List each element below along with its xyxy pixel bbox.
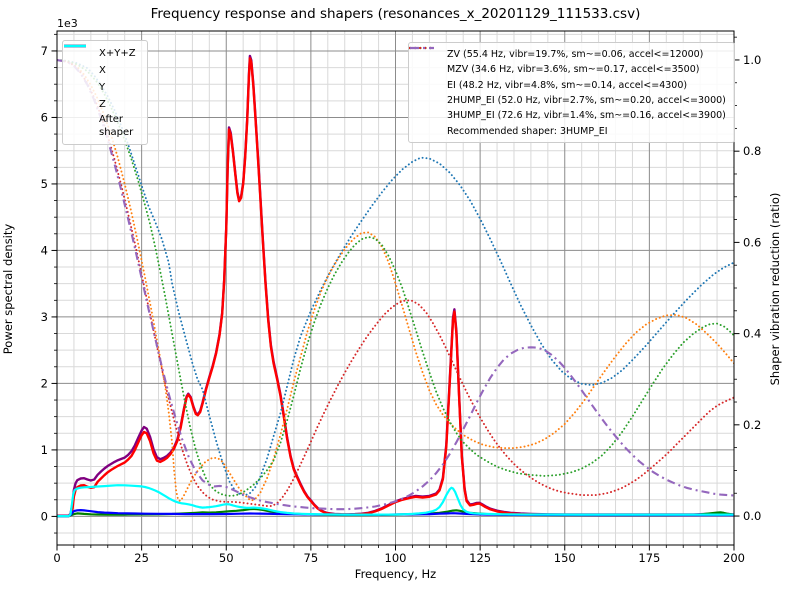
legend-psd: X+Y+Z X Y Z After shaper bbox=[62, 40, 148, 145]
legend-item-x: X bbox=[64, 44, 139, 79]
legend-label: MZV (34.6 Hz, vibr=3.6%, sm~=0.17, accel… bbox=[447, 64, 700, 76]
chart-title: Frequency response and shapers (resonanc… bbox=[150, 6, 641, 22]
x-tick-label: 175 bbox=[638, 551, 660, 565]
x-tick-label: 50 bbox=[219, 551, 234, 565]
legend-item-zv: ZV (55.4 Hz, vibr=19.7%, sm~=0.06, accel… bbox=[409, 46, 726, 62]
legend-shapers: ZV (55.4 Hz, vibr=19.7%, sm~=0.06, accel… bbox=[408, 42, 735, 144]
legend-item-mzv: MZV (34.6 Hz, vibr=3.6%, sm~=0.17, accel… bbox=[409, 46, 726, 77]
series-After shaper bbox=[57, 484, 734, 518]
legend-item-z: Z bbox=[64, 44, 139, 113]
series-2HUMP_EI bbox=[57, 59, 734, 507]
x-tick-label: 150 bbox=[554, 551, 576, 565]
y-right-tick-label: 1.0 bbox=[743, 53, 761, 67]
legend-label: 2HUMP_EI (52.0 Hz, vibr=2.7%, sm~=0.20, … bbox=[447, 94, 726, 106]
legend-label: 3HUMP_EI (72.6 Hz, vibr=1.4%, sm~=0.16, … bbox=[447, 110, 726, 122]
y-left-tick-label: 4 bbox=[41, 243, 48, 257]
series-MZV bbox=[57, 59, 734, 502]
legend-label: ZV (55.4 Hz, vibr=19.7%, sm~=0.06, accel… bbox=[447, 48, 704, 60]
series-X bbox=[57, 57, 734, 518]
legend-label: After shaper bbox=[99, 114, 134, 138]
y-left-tick-label: 3 bbox=[41, 310, 48, 324]
x-tick-label: 25 bbox=[134, 551, 149, 565]
y-left-tick-label: 6 bbox=[41, 110, 48, 124]
y-axis-label-right: Shaper vibration reduction (ratio) bbox=[768, 192, 782, 386]
y-left-tick-label: 2 bbox=[41, 376, 48, 390]
x-tick-label: 75 bbox=[304, 551, 319, 565]
x-tick-label: 200 bbox=[723, 551, 745, 565]
x-tick-label: 100 bbox=[385, 551, 407, 565]
legend-item-3hump_ei: 3HUMP_EI (72.6 Hz, vibr=1.4%, sm~=0.16, … bbox=[410, 46, 726, 124]
legend-label: EI (48.2 Hz, vibr=4.8%, sm~=0.14, accel<… bbox=[447, 79, 688, 91]
y-left-tick-label: 0 bbox=[41, 509, 48, 523]
legend-label: Z bbox=[99, 98, 106, 110]
y-left-tick-label: 1 bbox=[41, 443, 48, 457]
legend-label: Y bbox=[99, 81, 106, 93]
y-right-tick-label: 0.6 bbox=[743, 235, 761, 249]
y-axis-multiplier: 1e3 bbox=[57, 17, 78, 30]
y-right-tick-label: 0.8 bbox=[743, 144, 761, 158]
legend-note: Recommended shaper: 3HUMP_EI bbox=[415, 124, 726, 139]
y-left-tick-label: 5 bbox=[41, 177, 48, 191]
y-right-tick-label: 0.0 bbox=[743, 509, 761, 523]
legend-item-ei: EI (48.2 Hz, vibr=4.8%, sm~=0.14, accel<… bbox=[409, 46, 726, 93]
series-ZV bbox=[57, 59, 734, 497]
legend-note-label: Recommended shaper: 3HUMP_EI bbox=[447, 125, 608, 137]
x-tick-label: 0 bbox=[53, 551, 60, 565]
legend-label: X bbox=[99, 64, 106, 76]
legend-label: X+Y+Z bbox=[99, 47, 136, 59]
series-group bbox=[57, 54, 734, 518]
legend-item-y: Y bbox=[64, 44, 139, 96]
ticks: 0 25 50 75 100 125 150 175 200 0 1 2 3 4 5 6 7 0.0 0.2 0.4 0… bbox=[41, 33, 761, 565]
y-right-tick-label: 0.4 bbox=[743, 327, 761, 341]
legend-item-2hump_ei: 2HUMP_EI (52.0 Hz, vibr=2.7%, sm~=0.20, … bbox=[409, 46, 726, 108]
x-tick-label: 125 bbox=[469, 551, 491, 565]
y-left-tick-label: 7 bbox=[41, 44, 48, 58]
x-axis-label: Frequency, Hz bbox=[354, 567, 437, 581]
y-right-tick-label: 0.2 bbox=[743, 418, 761, 432]
legend-item-after: After shaper bbox=[64, 44, 139, 139]
y-axis-label-left: Power spectral density bbox=[1, 223, 15, 355]
series-3HUMP_EI bbox=[57, 58, 734, 511]
